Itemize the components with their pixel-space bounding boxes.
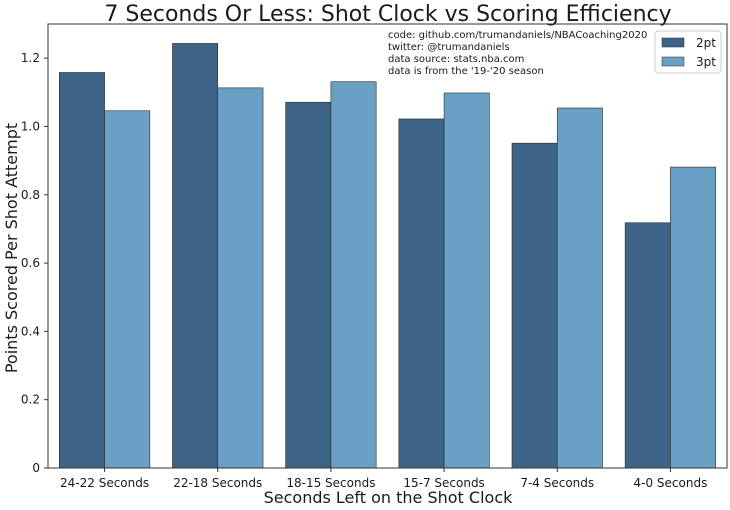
bar-3pt-5 [556, 107, 603, 469]
x-tick-label: 7-4 Seconds [520, 476, 594, 490]
bar-2pt-3 [285, 101, 332, 469]
y-tick-label: 0 [32, 461, 40, 475]
x-axis-label: Seconds Left on the Shot Clock [264, 488, 514, 507]
legend-swatch-2pt [661, 37, 685, 48]
y-tick-label: 0.8 [21, 188, 40, 202]
x-tick-label: 4-0 Seconds [634, 476, 708, 490]
annotation-line: data source: stats.nba.com [388, 54, 524, 65]
y-axis-ticks: 0 0.2 0.4 0.6 0.8 1.0 1.2 [21, 51, 48, 475]
y-tick-label: 1.0 [21, 119, 40, 133]
bar-2pt-5 [511, 142, 558, 469]
x-tick-label: 22-18 Seconds [173, 476, 262, 490]
bar-2pt-2 [172, 43, 219, 469]
bar-2pt-1 [59, 72, 105, 469]
bar-3pt-1 [104, 110, 151, 469]
bar-3pt-6 [670, 166, 716, 469]
legend-swatch-3pt [661, 56, 685, 67]
legend-label-3pt: 3pt [696, 55, 716, 69]
annotation-line: code: github.com/trumandaniels/NBACoachi… [388, 30, 647, 41]
y-tick-label: 0.4 [21, 324, 40, 338]
bar-3pt-4 [443, 92, 490, 469]
x-tick-label: 18-15 Seconds [286, 476, 375, 490]
chart-title: 7 Seconds Or Less: Shot Clock vs Scoring… [104, 2, 671, 27]
legend-label-2pt: 2pt [696, 36, 716, 50]
bar-3pt-3 [330, 81, 377, 469]
y-tick-label: 1.2 [21, 51, 40, 65]
y-axis-label: Points Scored Per Shot Attempt [2, 123, 21, 373]
source-annotation: code: github.com/trumandaniels/NBACoachi… [388, 30, 647, 77]
y-tick-label: 0.6 [21, 256, 40, 270]
x-tick-label: 24-22 Seconds [60, 476, 149, 490]
x-tick-label: 15-7 Seconds [403, 476, 484, 490]
plot-frame [47, 23, 728, 469]
y-tick-label: 0.2 [21, 393, 40, 407]
bar-2pt-6 [624, 222, 671, 469]
annotation-line: twitter: @trumandaniels [388, 42, 510, 53]
bar-3pt-2 [217, 87, 264, 469]
bars-group [59, 43, 716, 469]
annotation-line: data is from the '19-'20 season [388, 66, 544, 77]
x-axis-ticks: 24-22 Seconds 22-18 Seconds 18-15 Seconds 1… [60, 468, 707, 490]
bar-2pt-4 [398, 118, 445, 469]
